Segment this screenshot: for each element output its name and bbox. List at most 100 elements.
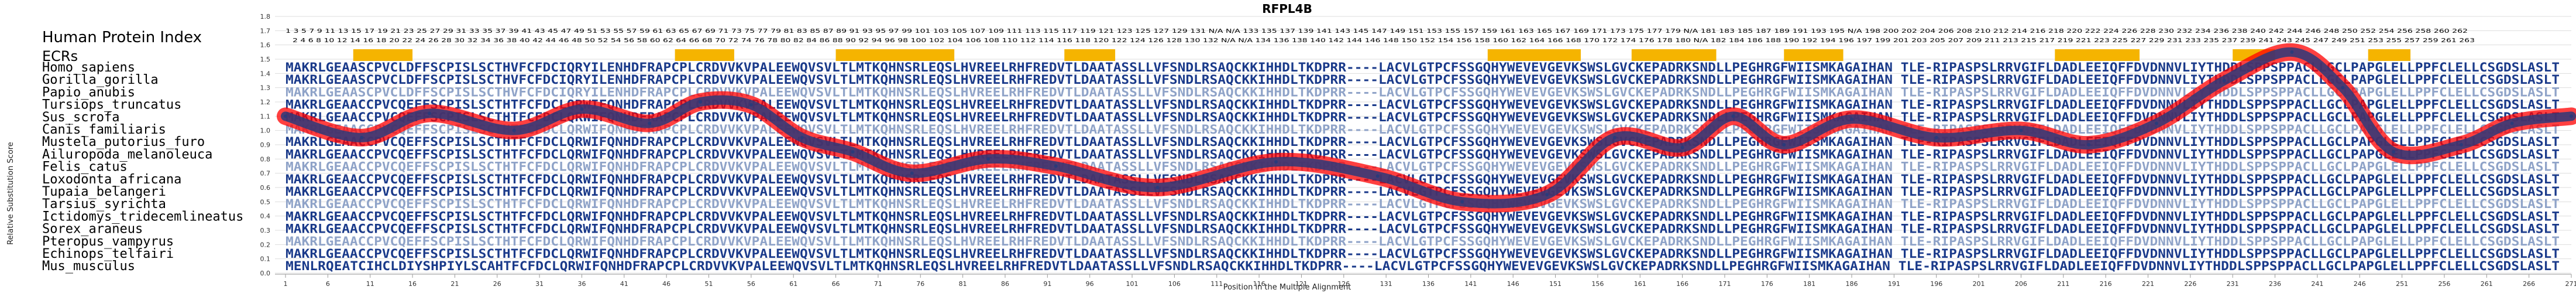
curve-point [284,114,287,118]
human-protein-index-label: Human Protein Index [42,29,202,46]
alignment-sequence: MAKRLGEAACCPVCQEFFSCPISLSCTHTFCFDCLQRWIF… [286,209,2560,223]
alignment-sequence: MAKRLGEAACCPVCQEFFSCPISLSCTHTFCFDCLQRWIF… [286,234,2560,248]
curve-point [2087,143,2091,146]
chart-title: RFPL4B [1262,2,1312,16]
curve-point [648,121,652,125]
x-tick-label: 266 [2523,280,2535,288]
curve-point [2459,143,2463,146]
curve-point [1680,145,1684,149]
alignment-sequence: MAKRLGEAASCPVCLDFFSCPISLSCTHVFCFDCIQRYIL… [286,73,2560,87]
curve-point [360,135,364,139]
y-tick-label: 1.1 [260,113,271,120]
x-tick-label: 116 [1253,280,1265,288]
sequences: MAKRLGEAASCPVCLDFFSCPISLSCTHVFCFDCIQRYIL… [286,60,2560,273]
ecr-block [835,49,955,61]
alignment-sequence: MAKRLGEAACCPVCQEFFSCPISLSCTHTFCFDCLQRWIF… [286,222,2560,236]
curve-point [851,150,855,154]
x-tick-label: 151 [1549,280,1562,288]
curve-point [800,135,804,139]
x-tick-label: 141 [1464,280,1477,288]
curve-point [1850,117,1854,121]
alignment-sequence: MAKRLGEAACCPVCQEFFSCPISLSCTHTFCFDCLQRWIF… [286,247,2560,261]
species-name: Ailuropoda_melanoleuca [42,147,212,162]
y-tick-label: 0.6 [260,184,271,192]
x-tick-label: 221 [2142,280,2154,288]
x-tick-label: 41 [620,280,628,288]
curve-point [2570,114,2573,118]
curve-point [1460,200,1464,204]
x-tick-label: 126 [1337,280,1350,288]
species-name: Echinops_telfairi [42,247,174,261]
x-axis-label: Position in the Multiple Alignment [1223,283,1351,292]
species-name: Ictidomys_tridecemlineatus [42,209,243,224]
x-tick-label: 226 [2184,280,2196,288]
y-tick-label: 0.9 [260,141,271,149]
y-tick-label: 0.8 [260,155,271,163]
curve-point [580,107,584,111]
y-tick-label: 1.6 [260,42,271,49]
y-axis-ticks: 0.0 0.1 0.2 0.3 0.4 0.5 0.6 0.7 0.8 0.9 1.0 1.1 1.2 1… [260,13,271,277]
curve-point [2341,86,2345,90]
y-tick-label: 1.3 [260,84,271,92]
x-tick-label: 96 [1086,280,1094,288]
x-tick-label: 121 [1295,280,1308,288]
x-tick-label: 1 [284,280,288,288]
alignment-sequence: MAKRLGEAACCPVCQEFFSCPISLSCTHTFCFDCLQRWIF… [286,160,2560,174]
curve-point [910,171,914,175]
curve-point [2154,121,2158,125]
x-axis-ticks: 1 6 11 16 21 26 31 36 41 46 51 56 61 66 71 76 81 86 91 96 10… [275,274,2576,288]
curve-point [1375,174,1380,178]
x-tick-label: 261 [2481,280,2493,288]
x-tick-label: 101 [1126,280,1139,288]
x-tick-label: 106 [1168,280,1181,288]
x-tick-label: 131 [1380,280,1392,288]
curve-point [1934,135,1938,139]
curve-point [2510,121,2514,125]
y-tick-label: 0.3 [260,227,271,234]
curve-point [1054,164,1058,168]
x-tick-label: 241 [2311,280,2323,288]
x-tick-label: 81 [959,280,967,288]
species-name: Pteropus_vampyrus [42,234,174,249]
curve-point [1612,135,1617,139]
species-name: Gorilla_gorilla [42,73,159,87]
species-name: Felis_catus [42,160,128,175]
x-tick-label: 136 [1422,280,1435,288]
curve-inner-line [281,47,2576,209]
ecr-block [1631,49,1717,61]
alignment-sequence: MAKRLGEAASCPVCLDFFSCPISLSCTHVFCFDCIQRYIL… [286,85,2560,99]
curve-point [2222,79,2226,83]
x-tick-label: 31 [535,280,544,288]
species-name: Mustela_putorius_furo [42,135,205,149]
y-tick-label: 1.7 [260,27,271,35]
x-tick-label: 206 [2015,280,2027,288]
curve-point [1782,143,1786,146]
x-tick-label: 86 [1001,280,1009,288]
x-tick-label: 16 [408,280,417,288]
ecr-block [2055,49,2140,61]
x-tick-label: 251 [2396,280,2408,288]
x-tick-label: 26 [493,280,501,288]
ecr-block [675,49,734,61]
x-tick-label: 246 [2354,280,2366,288]
species-name: Canis_familiaris [42,122,166,137]
y-tick-label: 1.5 [260,56,271,63]
substitution-curve [277,43,2576,213]
x-tick-label: 236 [2269,280,2281,288]
x-tick-label: 66 [832,280,840,288]
x-tick-label: 181 [1803,280,1815,288]
curve-point [2290,50,2294,54]
x-tick-label: 186 [1846,280,1858,288]
alignment-sequence: MENLRQEATCIHCLDIYSHPIYLSCAHTFCFDCLQRWIFQ… [286,259,2560,273]
x-tick-label: 191 [1888,280,1900,288]
ecr-block [1064,49,1116,61]
y-tick-label: 1.2 [260,98,271,106]
x-tick-label: 176 [1761,280,1773,288]
curve-point [1545,193,1549,197]
species-names: Homo_sapiensGorilla_gorillaPapio_anubisT… [42,60,243,274]
x-tick-label: 46 [662,280,670,288]
x-tick-label: 146 [1507,280,1519,288]
x-tick-label: 6 [326,280,330,288]
alignment-sequence: MAKRLGEAASCPVCLDFFSCPISLSCTHVFCFDCIQRYIL… [286,60,2560,74]
